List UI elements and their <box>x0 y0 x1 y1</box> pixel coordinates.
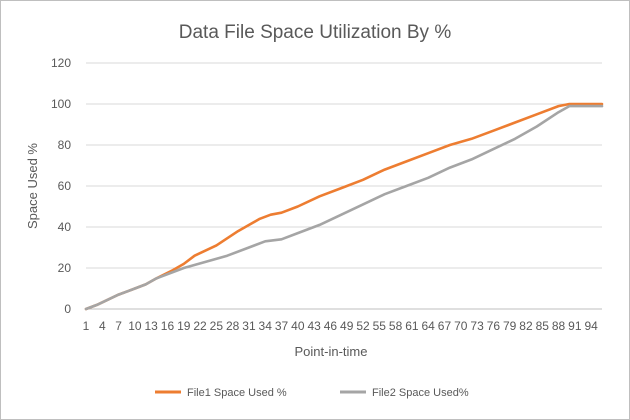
y-tick-label: 120 <box>51 56 71 70</box>
x-tick-label: 31 <box>242 319 256 333</box>
series-line-2 <box>84 104 604 311</box>
x-tick-label: 67 <box>438 319 452 333</box>
x-tick-label: 10 <box>128 319 142 333</box>
series-lines <box>84 102 604 311</box>
x-tick-label: 73 <box>470 319 484 333</box>
x-tick-label: 52 <box>356 319 370 333</box>
x-tick-label: 64 <box>422 319 436 333</box>
x-tick-label: 34 <box>259 319 273 333</box>
x-tick-label: 76 <box>487 319 501 333</box>
x-tick-label: 40 <box>291 319 305 333</box>
x-tick-label: 22 <box>193 319 207 333</box>
y-axis-title: Space Used % <box>25 143 40 229</box>
legend: File1 Space Used % File2 Space Used% <box>155 387 469 399</box>
x-tick-label: 28 <box>226 319 240 333</box>
x-axis-title: Point-in-time <box>295 344 368 359</box>
chart-title: Data File Space Utilization By % <box>179 22 452 43</box>
x-tick-label: 13 <box>144 319 158 333</box>
y-tick-label: 0 <box>64 302 71 316</box>
x-tick-label: 94 <box>584 319 598 333</box>
x-tick-label: 82 <box>519 319 533 333</box>
x-tick-label: 91 <box>568 319 582 333</box>
y-tick-label: 40 <box>58 220 72 234</box>
x-tick-label: 4 <box>99 319 106 333</box>
gridlines <box>86 62 602 269</box>
x-tick-label: 79 <box>503 319 517 333</box>
x-tick-label: 58 <box>389 319 403 333</box>
x-tick-label: 37 <box>275 319 289 333</box>
x-tick-label: 1 <box>83 319 90 333</box>
y-axis-ticks: 0 20 40 60 80 100 120 <box>51 56 71 316</box>
x-tick-label: 43 <box>307 319 321 333</box>
x-tick-label: 46 <box>324 319 338 333</box>
legend-label-2: File2 Space Used% <box>372 387 469 399</box>
x-tick-label: 55 <box>373 319 387 333</box>
x-tick-label: 7 <box>115 319 122 333</box>
y-tick-label: 20 <box>58 261 72 275</box>
x-tick-label: 49 <box>340 319 354 333</box>
y-tick-label: 80 <box>58 138 72 152</box>
x-tick-label: 88 <box>552 319 566 333</box>
x-tick-label: 25 <box>210 319 224 333</box>
y-tick-label: 100 <box>51 97 71 111</box>
x-tick-label: 70 <box>454 319 468 333</box>
x-tick-label: 19 <box>177 319 191 333</box>
y-tick-label: 60 <box>58 179 72 193</box>
x-tick-label: 61 <box>405 319 419 333</box>
x-axis-ticks: 1 4 7 10 13 16 19 22 25 28 31 34 37 40 43 46 49 52 55 58 61 6… <box>83 319 598 333</box>
x-tick-label: 85 <box>536 319 550 333</box>
x-tick-label: 16 <box>161 319 175 333</box>
legend-label-1: File1 Space Used % <box>187 387 287 399</box>
